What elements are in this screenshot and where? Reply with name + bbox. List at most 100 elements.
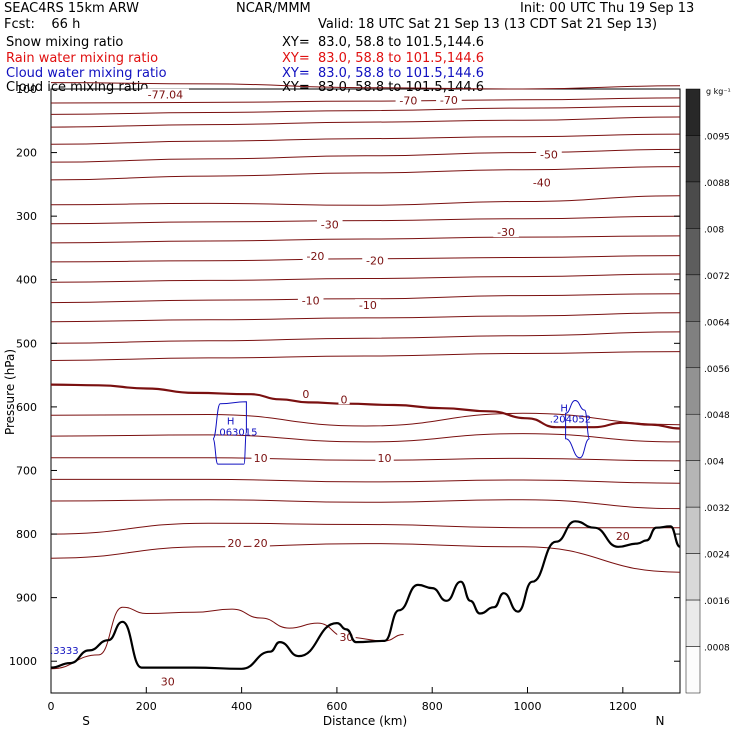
isotherm-line	[50, 293, 681, 304]
isotherm-label: -20	[366, 255, 384, 268]
colorbar-label: .008	[704, 225, 724, 235]
isotherm-label-bg	[158, 675, 177, 687]
isotherm-label: 20	[616, 530, 630, 543]
isotherm-label-bg	[251, 451, 270, 463]
isotherm-line	[50, 312, 681, 323]
isotherm-label-bg	[493, 226, 519, 238]
isotherm-label: 30	[161, 676, 175, 689]
isotherm-label-bg	[337, 631, 356, 643]
colorbar-label: .0095	[704, 132, 730, 142]
y-tick-label: 900	[16, 592, 37, 605]
colorbar-cell	[685, 599, 701, 647]
cloud-water-max-marker: H	[560, 404, 568, 415]
colorbar-cell	[685, 88, 701, 136]
header-valid: Valid: 18 UTC Sat 21 Sep 13 (13 CDT Sat …	[318, 17, 658, 32]
colorbar-unit: g kg⁻¹	[706, 87, 731, 96]
isotherm-label-bg	[251, 536, 270, 548]
isotherm-line	[50, 351, 681, 361]
colorbar-cell	[685, 460, 701, 508]
isotherm-line	[50, 543, 681, 573]
colorbar-cell	[685, 321, 701, 369]
x-tick-label: 200	[136, 700, 157, 713]
isotherm-label: 0	[302, 388, 309, 401]
x-tick-label: 800	[422, 700, 443, 713]
isotherm-line	[50, 433, 681, 443]
isotherm-label-bg	[395, 94, 422, 106]
x-tick-label: 1000	[514, 700, 542, 713]
isotherm-line	[50, 235, 681, 244]
isotherm-label: -50	[540, 148, 558, 161]
isotherm-label: -20	[306, 250, 324, 263]
y-tick-label: 300	[16, 210, 37, 223]
isotherm-label-bg	[141, 88, 189, 100]
y-tick-label: 500	[16, 337, 37, 350]
colorbar-cell	[685, 413, 701, 461]
colorbar-cell	[685, 553, 701, 601]
isotherm-line	[50, 133, 681, 145]
terrain-line	[50, 520, 681, 670]
isotherm-line	[50, 148, 681, 163]
header-model: SEAC4RS 15km ARW	[4, 1, 140, 16]
y-tick-label: 400	[16, 274, 37, 287]
isotherm-label-bg	[613, 529, 633, 541]
isotherm-label-bg	[536, 148, 562, 160]
isotherm-label-bg	[355, 299, 381, 311]
x-tick-label: 0	[48, 700, 55, 713]
isotherm-line	[51, 478, 681, 484]
isotherm-label: -30	[321, 218, 339, 231]
colorbar-label: .0048	[704, 411, 730, 421]
y-tick-label: 1000	[9, 655, 37, 668]
isotherm-line	[50, 116, 681, 128]
colorbar-cell	[685, 135, 701, 183]
plot-frame	[50, 88, 681, 694]
colorbar-cell	[685, 181, 701, 229]
isotherm-label: -77.04	[148, 89, 183, 102]
cloud-water-contour	[212, 401, 247, 465]
isotherm-label-bg	[302, 250, 329, 262]
cloud-water-max-value: .063015	[216, 427, 257, 438]
isotherm-label: 10	[254, 452, 268, 465]
cloud-water-contour	[565, 400, 590, 459]
isotherm-label-bg	[362, 254, 388, 266]
isotherm-label-bg	[338, 393, 350, 405]
isotherm-label-bg	[375, 451, 394, 463]
isotherm-line	[50, 499, 681, 510]
colorbar-label: .0072	[704, 272, 730, 282]
y-tick-label: 800	[16, 528, 37, 541]
y-tick-label: 600	[16, 401, 37, 414]
isotherm-label: 20	[227, 537, 241, 550]
isotherm-label: 0	[341, 393, 348, 406]
colorbar-cell	[685, 367, 701, 415]
colorbar-label: .0032	[704, 504, 730, 514]
isotherm-label-bg	[297, 294, 324, 306]
field-label-snow: Snow mixing ratio	[6, 35, 124, 50]
x-axis-label: Distance (km)	[323, 714, 407, 728]
x-end-label-right: N	[656, 714, 665, 728]
freezing-level-line	[50, 383, 681, 430]
cloud-water-max-marker: H	[227, 416, 235, 427]
cloud-water-max-value: .204052	[550, 415, 591, 426]
y-tick-label: 200	[16, 147, 37, 160]
colorbar-cell	[685, 646, 701, 694]
y-tick-label: 100	[16, 83, 37, 96]
field-xy-cloud-water: XY= 83.0, 58.8 to 101.5,144.6	[282, 66, 485, 81]
isotherm-label: 20	[254, 537, 268, 550]
isotherm-label-bg	[316, 218, 343, 230]
isotherm-label-bg	[225, 536, 244, 548]
header-org: NCAR/MMM	[236, 1, 311, 16]
y-tick-label: 700	[16, 464, 37, 477]
edge-value-label: .3333	[50, 646, 79, 657]
isotherm-line	[50, 273, 681, 283]
colorbar-label: .0024	[704, 551, 730, 561]
isotherm-line	[50, 82, 681, 90]
colorbar-label: .0016	[704, 597, 730, 607]
isotherm-label: -30	[497, 226, 515, 239]
colorbar-cell	[685, 274, 701, 322]
isotherm-label: 10	[378, 452, 392, 465]
isotherm-label-bg	[529, 176, 555, 188]
colorbar-label: .004	[704, 458, 724, 468]
field-xy-rain: XY= 83.0, 58.8 to 101.5,144.6	[282, 51, 485, 66]
isotherm-line	[50, 522, 680, 535]
isotherm-label: -40	[533, 176, 551, 189]
isotherm-line	[50, 166, 681, 181]
